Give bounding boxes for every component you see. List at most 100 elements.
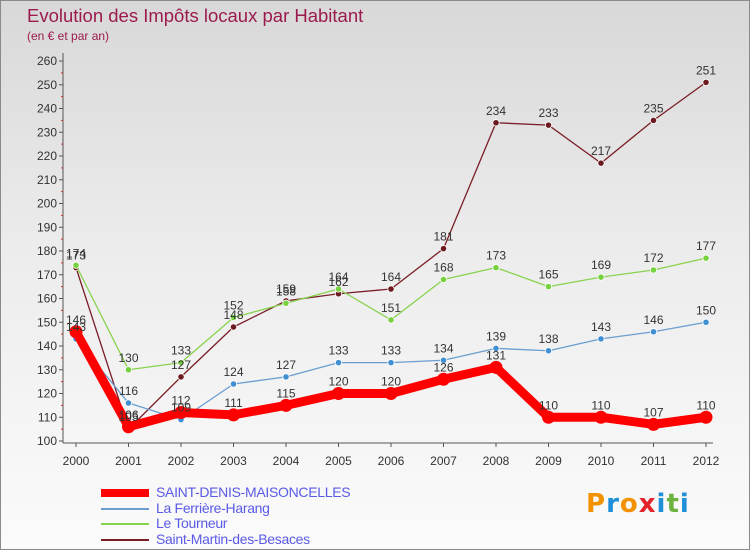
data-label: 150	[696, 303, 716, 317]
data-label: 110	[696, 398, 715, 412]
data-label: 235	[643, 101, 663, 115]
data-label: 162	[328, 275, 348, 289]
data-label: 164	[381, 270, 401, 284]
data-label: 131	[486, 348, 506, 362]
data-label: 109	[171, 401, 191, 415]
data-point	[702, 254, 710, 262]
data-point	[229, 323, 238, 331]
data-point	[69, 325, 83, 339]
data-label: 158	[276, 284, 296, 298]
logo-letter: o	[619, 489, 639, 519]
y-tick-label: 180	[37, 244, 57, 258]
legend-item: Le Tourneur	[101, 515, 421, 532]
data-point	[387, 285, 395, 293]
y-tick-label: 260	[37, 54, 57, 68]
logo-letter: r	[606, 489, 620, 519]
legend-label: SAINT-DENIS-MAISONCELLES	[156, 484, 351, 500]
x-tick-label: 2010	[588, 454, 615, 468]
data-label: 251	[696, 63, 716, 77]
data-label: 126	[433, 360, 453, 374]
x-tick-label: 2006	[378, 454, 405, 468]
legend-item: La Ferrière-Harang	[101, 499, 421, 517]
data-point	[439, 245, 448, 253]
data-point	[597, 273, 605, 281]
y-tick-label: 200	[37, 197, 57, 211]
data-point	[122, 420, 135, 434]
data-label: 112	[171, 394, 190, 408]
x-tick-label: 2012	[693, 454, 720, 468]
y-tick-label: 140	[37, 339, 57, 353]
data-label: 138	[538, 332, 558, 346]
data-point	[492, 344, 500, 352]
x-tick-label: 2009	[535, 454, 562, 468]
data-label: 130	[118, 351, 138, 365]
data-label: 159	[276, 282, 296, 296]
data-label: 172	[643, 251, 663, 265]
logo-letter: t	[666, 489, 680, 519]
y-tick-label: 150	[37, 315, 57, 329]
legend-swatch	[101, 538, 149, 541]
data-point	[227, 408, 240, 422]
y-tick-label: 190	[37, 220, 57, 234]
data-point	[332, 387, 345, 400]
data-label: 169	[591, 258, 611, 272]
data-point	[124, 366, 133, 374]
legend-swatch	[101, 507, 149, 510]
data-label: 107	[643, 405, 663, 419]
series-0	[69, 325, 713, 434]
data-point	[489, 360, 503, 374]
data-point	[647, 417, 660, 431]
data-point	[439, 275, 448, 284]
data-point	[282, 299, 290, 307]
data-label: 151	[381, 301, 401, 315]
data-point	[702, 78, 710, 86]
data-label: 152	[223, 299, 243, 313]
data-point	[437, 372, 450, 386]
x-tick-label: 2007	[430, 454, 457, 468]
logo-letter: i	[679, 489, 690, 519]
x-tick-label: 2001	[115, 454, 142, 468]
data-label: 143	[66, 320, 86, 334]
data-point	[124, 399, 133, 407]
series-2	[72, 254, 710, 374]
data-label: 217	[591, 144, 611, 158]
data-label: 177	[696, 239, 716, 253]
logo-letter: i	[656, 489, 667, 519]
data-point	[544, 283, 553, 291]
x-tick-label: 2004	[273, 454, 300, 468]
legend-label: Le Tourneur	[156, 515, 228, 531]
data-point	[279, 398, 293, 412]
data-label: 106	[118, 408, 138, 422]
data-label: 181	[433, 230, 453, 244]
data-label: 105	[118, 410, 138, 424]
data-label: 234	[486, 104, 506, 118]
x-tick-label: 2000	[63, 454, 90, 468]
data-label: 120	[328, 375, 348, 389]
data-point	[699, 410, 713, 424]
data-label: 127	[276, 358, 296, 372]
data-point	[387, 359, 395, 367]
data-label: 127	[171, 358, 191, 372]
legend-label: La Ferrière-Harang	[156, 499, 270, 516]
data-point	[649, 266, 658, 274]
data-label: 116	[119, 384, 138, 398]
data-point	[387, 316, 395, 324]
legend-item: SAINT-DENIS-MAISONCELLES	[101, 484, 421, 501]
data-point	[177, 359, 185, 367]
y-tick-label: 230	[37, 125, 57, 139]
data-point	[177, 373, 185, 381]
legend-item: Saint-Martin-des-Besaces	[101, 531, 421, 548]
legend-swatch	[101, 523, 149, 525]
data-point	[544, 347, 553, 355]
data-label: 146	[66, 313, 86, 327]
chart-subtitle: (en € et par an)	[27, 29, 110, 43]
data-label: 174	[66, 246, 86, 260]
data-label: 173	[66, 249, 86, 263]
data-label: 143	[591, 320, 611, 334]
data-label: 133	[171, 344, 191, 358]
y-tick-label: 170	[37, 268, 57, 282]
data-point	[492, 119, 500, 127]
x-tick-label: 2002	[168, 454, 195, 468]
data-label: 146	[643, 313, 663, 327]
